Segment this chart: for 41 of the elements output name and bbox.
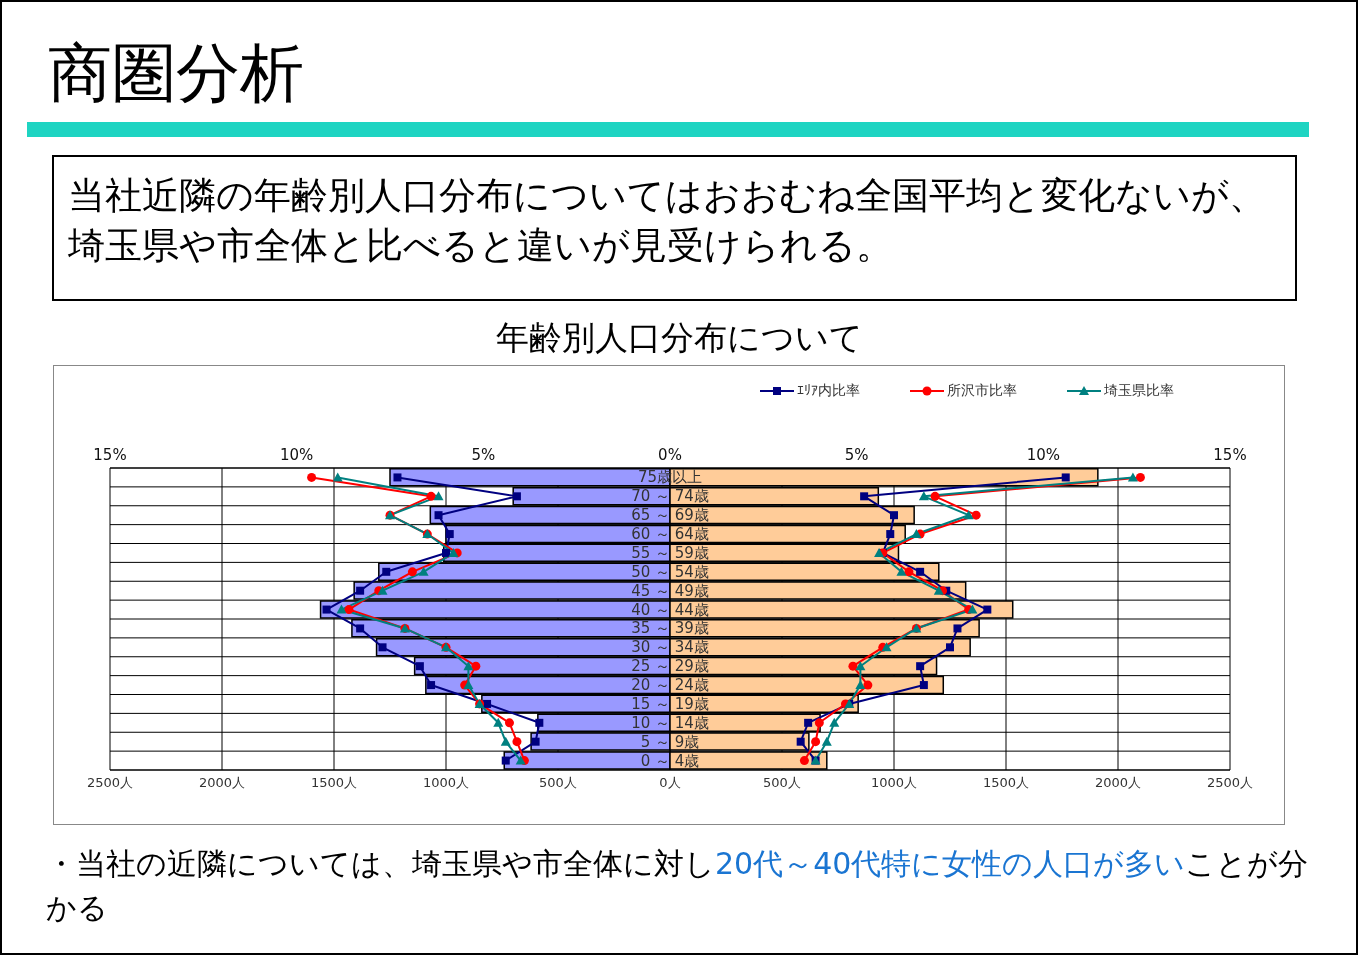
y-tick-label: 60 ～ 64歳 [631,525,709,544]
y-tick-label: 25 ～ 29歳 [631,657,709,676]
legend-label: ｴﾘｱ内比率 [796,382,860,400]
x-tick-label: 2500人 [1206,775,1254,791]
y-tick-label: 35 ～ 39歳 [631,619,709,638]
x-tick-label: 1500人 [310,775,358,791]
x2-tick-label: 5% [844,446,869,464]
text: 20代～40代特に女性の人口が多い [715,846,1186,881]
x-tick-label: 1000人 [422,775,470,791]
y-tick-label: 15 ～ 19歳 [631,694,709,713]
y-tick-label: 10 ～ 14歳 [631,713,709,732]
y-tick-label: 40 ～ 44歳 [631,600,709,619]
y-tick-label: 65 ～ 69歳 [631,506,709,525]
x2-tick-label: 10% [279,446,314,464]
y-tick-label: 50 ～ 54歳 [631,562,709,581]
legend-label: 所沢市比率 [946,382,1017,400]
x-tick-label: 500人 [763,775,801,791]
x2-tick-label: 10% [1026,446,1061,464]
chart-title: 年齢別人口分布について [494,317,864,359]
x-tick-label: 2500人 [86,775,134,791]
y-tick-label: 70 ～ 74歳 [631,487,709,506]
legend-label: 埼玉県比率 [1103,382,1174,400]
y-tick-label: 5 ～ 9歳 [640,732,700,751]
y-tick-label: 30 ～ 34歳 [631,638,709,657]
x-tick-label: 1000人 [870,775,918,791]
x-tick-label: 500人 [539,775,577,791]
x2-tick-label: 15% [93,446,127,464]
y-tick-label: 20 ～ 24歳 [631,676,709,695]
text: 商圏分析 [48,35,304,112]
x2-tick-label: 5% [471,446,496,464]
text: ・当社の近隣については、埼玉県や市全体に対し [46,846,715,881]
x-tick-label: 2000人 [198,775,246,791]
x2-tick-label: 15% [1213,446,1247,464]
y-tick-label: 45 ～ 49歳 [631,581,709,600]
text: 当社近隣の年齢別人口分布についてはおおむね全国平均と変化ないが、埼玉県や市全体と比べると違いが見受けられる。 [52,155,1297,301]
x2-tick-label: 0% [658,446,682,464]
x-tick-label: 2000人 [1094,775,1142,791]
x-tick-label: 1500人 [982,775,1030,791]
y-tick-label: 0 ～ 4歳 [640,751,700,770]
x-tick-label: 0人 [659,775,681,791]
y-tick-label: 55 ～ 59歳 [631,543,709,562]
